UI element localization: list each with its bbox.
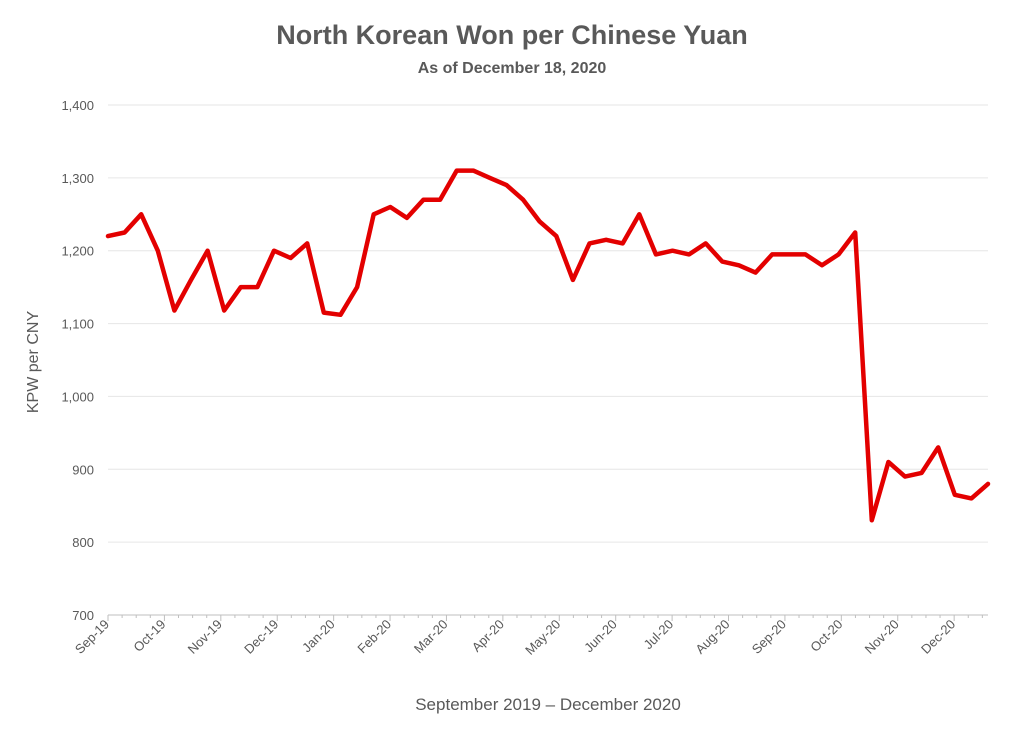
x-tick-label: Nov-20 — [862, 617, 902, 657]
y-tick-label: 1,200 — [61, 244, 94, 259]
x-tick-label: May-20 — [522, 617, 563, 658]
x-tick-label: Mar-20 — [411, 617, 451, 657]
x-tick-label: Jan-20 — [299, 617, 338, 656]
y-tick-label: 900 — [72, 462, 94, 477]
series-group — [105, 168, 991, 523]
x-tick-label: Jun-20 — [581, 617, 620, 656]
chart-title: North Korean Won per Chinese Yuan — [276, 20, 748, 50]
y-tick-label: 1,300 — [61, 171, 94, 186]
x-axis: Sep-19 Oct-19 Nov-19 Dec-19 Jan-20 Feb-20 Mar-… — [72, 614, 988, 658]
y-tick-label: 700 — [72, 608, 94, 623]
x-tick-label: Jul-20 — [641, 617, 677, 653]
y-axis-ticks: 700 800 900 1,000 1,100 1,200 1,300 1,400 — [61, 98, 94, 623]
y-tick-label: 1,400 — [61, 98, 94, 113]
y-tick-label: 800 — [72, 535, 94, 550]
x-tick-label: Aug-20 — [692, 617, 732, 657]
x-tick-label: Apr-20 — [469, 617, 507, 655]
series-line — [105, 168, 991, 523]
x-tick-label: Oct-20 — [807, 617, 845, 655]
x-tick-label: Feb-20 — [354, 617, 394, 657]
y-tick-label: 1,000 — [61, 389, 94, 404]
x-tick-label: Dec-20 — [918, 617, 958, 657]
x-tick-label: Dec-19 — [241, 617, 281, 657]
x-tick-label: Nov-19 — [185, 617, 225, 657]
chart-subtitle: As of December 18, 2020 — [417, 60, 607, 77]
x-axis-label: September 2019 – December 2020 — [415, 695, 681, 714]
y-tick-label: 1,100 — [61, 317, 94, 332]
gridlines — [108, 104, 988, 543]
x-tick-label: Oct-19 — [130, 617, 168, 655]
x-tick-label: Sep-20 — [749, 617, 789, 657]
